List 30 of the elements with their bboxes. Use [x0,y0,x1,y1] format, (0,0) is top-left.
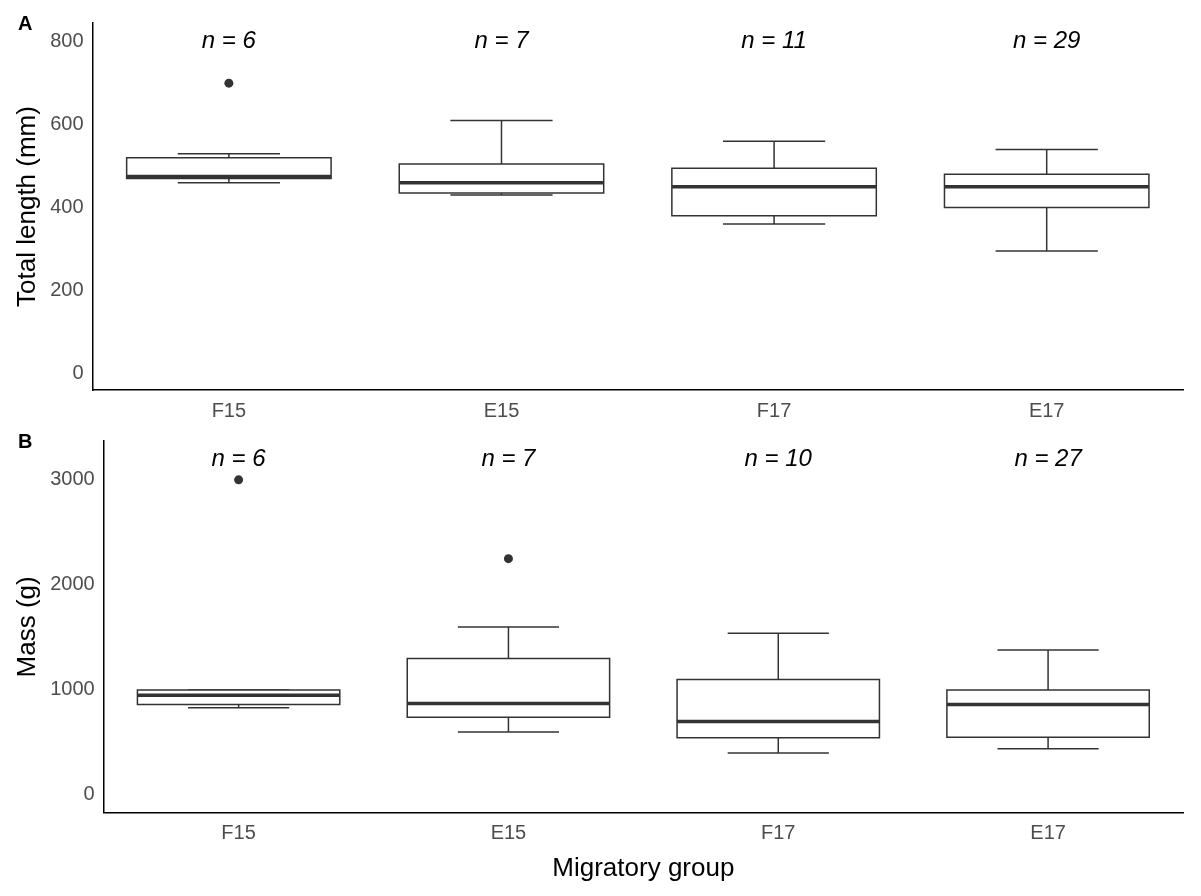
x-tick-label: E17 [1028,398,1065,421]
annotation: n = 6 [211,443,267,471]
annotation: n = 7 [474,25,531,53]
y-tick-label: 2000 [50,572,95,595]
y-tick-label: 0 [83,782,95,805]
x-tick-label: F17 [756,398,792,421]
x-tick-label: F15 [211,398,247,421]
y-axis-title: Mass (g) [10,576,41,678]
annotation: n = 29 [1012,25,1081,53]
chart-title: B [18,429,33,452]
y-tick-label: 800 [50,29,84,52]
annotation: n = 6 [201,25,257,53]
y-tick-label: 1000 [50,677,95,700]
x-tick-label: F15 [221,821,256,844]
x-tick-label: E15 [490,821,527,844]
x-axis-title: Migratory group [552,851,735,882]
annotation: n = 7 [481,443,538,471]
y-tick-label: 3000 [50,467,95,490]
x-tick-label: F17 [761,821,796,844]
y-tick-label: 0 [72,360,84,383]
annotation: n = 27 [1014,443,1084,471]
chart-title: A [18,11,33,34]
y-tick-label: 600 [50,112,84,135]
y-tick-label: 200 [50,277,84,300]
y-tick-label: 400 [50,195,84,218]
y-axis-title: Total length (mm) [10,106,41,307]
x-tick-label: E15 [483,398,520,421]
x-tick-label: E17 [1030,821,1066,844]
annotation: n = 11 [741,25,807,53]
annotation: n = 10 [744,443,813,471]
